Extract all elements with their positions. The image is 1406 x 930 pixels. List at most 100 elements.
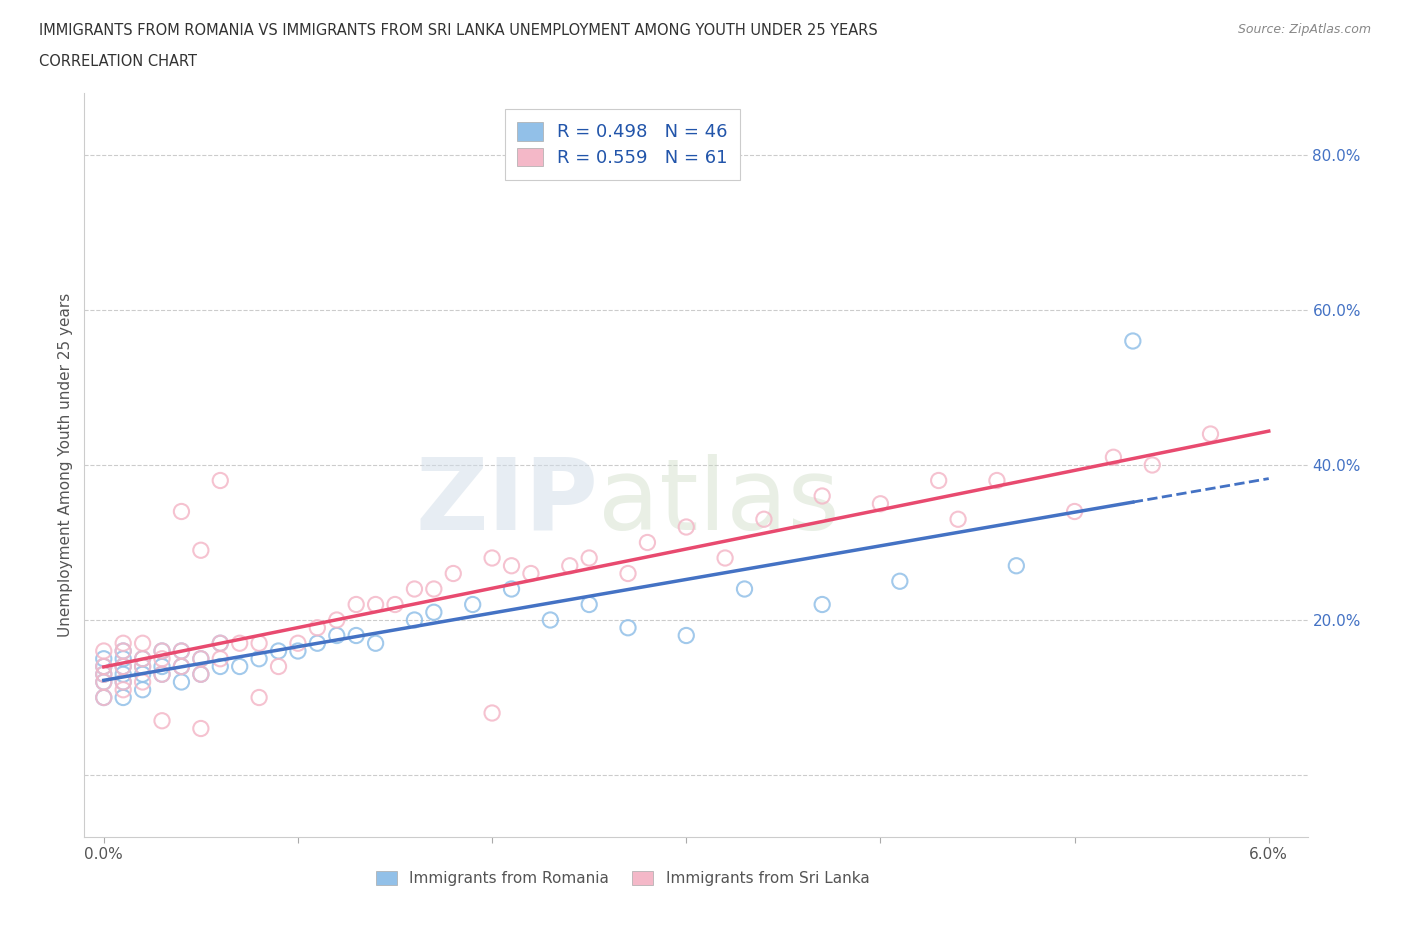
Point	[538, 613, 561, 628]
Point	[578, 551, 600, 565]
Point	[675, 628, 697, 643]
Point	[150, 667, 173, 682]
Point	[889, 574, 911, 589]
Point	[307, 636, 329, 651]
Point	[986, 473, 1008, 488]
Point	[112, 683, 135, 698]
Point	[112, 659, 135, 674]
Point	[287, 644, 309, 658]
Point	[190, 721, 212, 736]
Point	[501, 581, 523, 596]
Point	[150, 644, 173, 658]
Point	[423, 604, 446, 619]
Point	[93, 667, 115, 682]
Point	[131, 683, 153, 698]
Point	[131, 659, 153, 674]
Point	[326, 613, 349, 628]
Point	[112, 674, 135, 689]
Point	[267, 659, 290, 674]
Point	[112, 636, 135, 651]
Point	[481, 706, 503, 721]
Point	[520, 566, 543, 581]
Point	[93, 659, 115, 674]
Point	[247, 690, 270, 705]
Point	[928, 473, 950, 488]
Point	[190, 651, 212, 666]
Point	[404, 581, 426, 596]
Point	[617, 566, 640, 581]
Point	[617, 620, 640, 635]
Point	[247, 636, 270, 651]
Point	[131, 651, 153, 666]
Point	[364, 597, 387, 612]
Point	[150, 713, 173, 728]
Text: atlas: atlas	[598, 454, 839, 551]
Point	[150, 659, 173, 674]
Point	[93, 690, 115, 705]
Point	[209, 473, 232, 488]
Point	[344, 628, 367, 643]
Point	[112, 644, 135, 658]
Point	[112, 651, 135, 666]
Point	[578, 597, 600, 612]
Text: ZIP: ZIP	[415, 454, 598, 551]
Point	[946, 512, 969, 526]
Point	[150, 667, 173, 682]
Point	[1199, 427, 1222, 442]
Point	[1142, 458, 1164, 472]
Point	[675, 520, 697, 535]
Point	[481, 551, 503, 565]
Point	[1005, 558, 1028, 573]
Point	[93, 644, 115, 658]
Legend: Immigrants from Romania, Immigrants from Sri Lanka: Immigrants from Romania, Immigrants from…	[370, 865, 876, 893]
Point	[93, 674, 115, 689]
Text: IMMIGRANTS FROM ROMANIA VS IMMIGRANTS FROM SRI LANKA UNEMPLOYMENT AMONG YOUTH UN: IMMIGRANTS FROM ROMANIA VS IMMIGRANTS FR…	[39, 23, 879, 38]
Point	[131, 636, 153, 651]
Point	[267, 644, 290, 658]
Point	[131, 659, 153, 674]
Point	[112, 644, 135, 658]
Point	[209, 636, 232, 651]
Point	[752, 512, 775, 526]
Point	[190, 667, 212, 682]
Point	[423, 581, 446, 596]
Point	[1122, 334, 1144, 349]
Point	[1102, 450, 1125, 465]
Point	[307, 620, 329, 635]
Point	[112, 674, 135, 689]
Point	[384, 597, 406, 612]
Point	[404, 613, 426, 628]
Point	[636, 535, 658, 550]
Point	[326, 628, 349, 643]
Point	[287, 636, 309, 651]
Point	[112, 667, 135, 682]
Point	[93, 659, 115, 674]
Point	[93, 674, 115, 689]
Point	[247, 651, 270, 666]
Point	[170, 644, 193, 658]
Point	[93, 667, 115, 682]
Point	[112, 659, 135, 674]
Point	[170, 644, 193, 658]
Point	[461, 597, 484, 612]
Point	[1063, 504, 1085, 519]
Point	[112, 690, 135, 705]
Point	[364, 636, 387, 651]
Point	[209, 636, 232, 651]
Point	[131, 674, 153, 689]
Point	[170, 659, 193, 674]
Point	[734, 581, 756, 596]
Point	[811, 488, 834, 503]
Point	[228, 659, 250, 674]
Point	[811, 597, 834, 612]
Point	[228, 636, 250, 651]
Text: CORRELATION CHART: CORRELATION CHART	[39, 54, 197, 69]
Point	[344, 597, 367, 612]
Point	[190, 543, 212, 558]
Point	[170, 674, 193, 689]
Point	[93, 651, 115, 666]
Point	[209, 659, 232, 674]
Point	[131, 651, 153, 666]
Y-axis label: Unemployment Among Youth under 25 years: Unemployment Among Youth under 25 years	[58, 293, 73, 637]
Text: Source: ZipAtlas.com: Source: ZipAtlas.com	[1237, 23, 1371, 36]
